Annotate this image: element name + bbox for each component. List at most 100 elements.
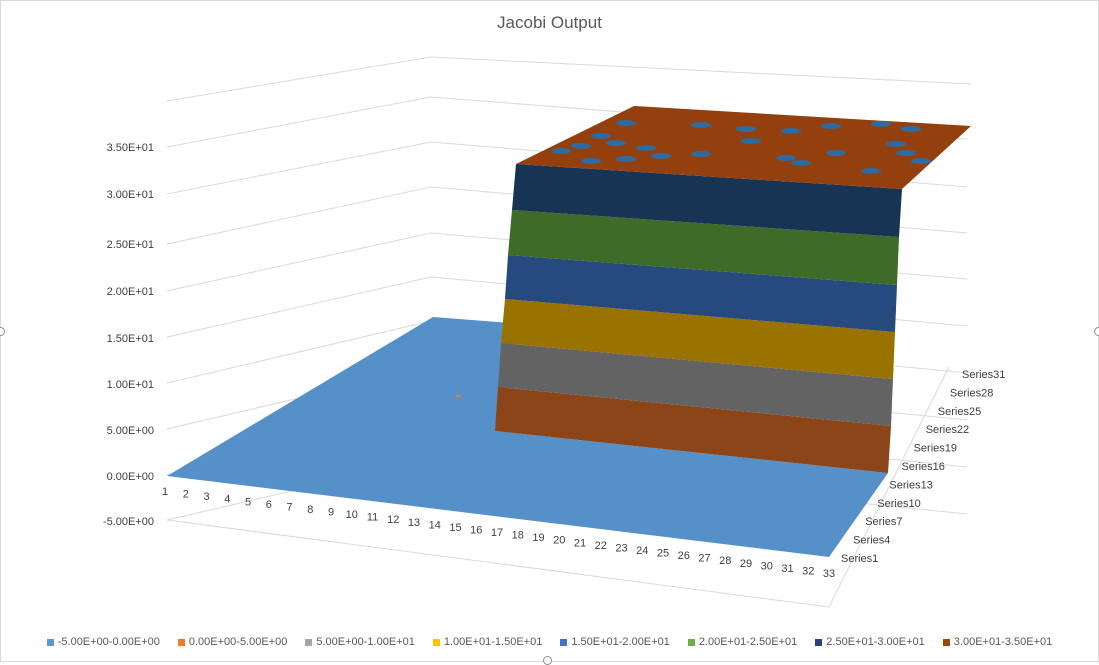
top-speck	[901, 126, 921, 132]
top-speck	[691, 122, 711, 128]
legend-item[interactable]: 2.50E+01-3.00E+01	[815, 636, 925, 648]
top-speck	[776, 155, 796, 161]
x-tick-label: 28	[719, 555, 731, 567]
x-tick-label: 12	[387, 514, 399, 526]
legend-label: 5.00E+00-1.00E+01	[316, 636, 415, 648]
z-tick-label: 2.00E+01	[107, 286, 154, 298]
top-speck	[591, 133, 611, 139]
top-speck	[691, 151, 711, 157]
legend-item[interactable]: 2.00E+01-2.50E+01	[687, 636, 798, 648]
x-tick-label: 27	[698, 553, 710, 565]
surface-top	[516, 106, 971, 189]
x-tick-label: 8	[307, 504, 313, 516]
legend-label: 0.00E+00-5.00E+00	[188, 636, 288, 648]
series-tick-label: Series28	[950, 387, 993, 399]
x-tick-label: 21	[574, 537, 586, 549]
x-tick-label: 24	[636, 545, 648, 557]
z-tick-label: 3.00E+01	[107, 189, 154, 201]
series-tick-label: Series31	[962, 369, 1005, 381]
x-tick-label: 22	[595, 540, 607, 552]
band-10-15	[501, 299, 895, 379]
x-tick-label: 11	[367, 512, 378, 524]
legend-label: 1.00E+01-1.50E+01	[443, 636, 543, 648]
band-0-5	[495, 387, 891, 473]
z-tick-label: 2.50E+01	[107, 239, 154, 251]
legend-item[interactable]: 0.00E+00-5.00E+00	[177, 636, 288, 648]
series-tick-label: Series13	[889, 479, 932, 491]
z-tick-label: 3.50E+01	[107, 142, 154, 154]
surface-plot	[167, 106, 971, 557]
band-5-10	[498, 343, 893, 426]
series-tick-label: Series1	[841, 553, 878, 565]
legend-item[interactable]: 1.00E+01-1.50E+01	[432, 636, 543, 648]
axis-frame	[166, 366, 950, 608]
top-speck	[826, 150, 846, 156]
legend-swatch	[687, 638, 695, 646]
band-20-25	[508, 210, 899, 285]
top-speck	[651, 153, 671, 159]
legend-swatch	[432, 638, 440, 646]
series-tick-label: Series25	[938, 406, 981, 418]
top-speck	[606, 140, 626, 146]
series-tick-label: Series16	[902, 461, 945, 473]
resize-handle-left[interactable]	[0, 327, 5, 336]
series-tick-label: Series10	[877, 498, 920, 510]
x-tick-label: 15	[449, 522, 461, 534]
legend-label: 3.00E+01-3.50E+01	[953, 636, 1053, 648]
x-tick-label: 25	[657, 548, 669, 560]
x-tick-label: 4	[224, 494, 230, 506]
z-axis-tick-labels: -5.00E+00 0.00E+00 5.00E+00 1.00E+01 1.50E+0…	[103, 142, 154, 528]
top-speck	[871, 121, 891, 127]
chart-title: Jacobi Output	[497, 13, 602, 32]
series-tick-label: Series7	[865, 516, 902, 528]
x-tick-label: 16	[470, 524, 482, 536]
band-25-30	[512, 164, 902, 237]
top-speck	[781, 128, 801, 134]
x-tick-label: 1	[162, 486, 168, 498]
legend-swatch	[942, 638, 950, 646]
legend-swatch	[305, 638, 313, 646]
top-speck	[551, 148, 571, 154]
legend-label: 2.50E+01-3.00E+01	[826, 636, 925, 648]
x-tick-label: 32	[802, 565, 814, 577]
x-tick-label: 17	[491, 527, 503, 539]
resize-handle-bottom[interactable]	[543, 656, 552, 665]
top-speck	[616, 156, 636, 162]
z-tick-label: 5.00E+00	[107, 425, 154, 437]
top-speck	[896, 150, 916, 156]
x-tick-label: 9	[328, 507, 334, 519]
legend: -5.00E+00-0.00E+00 0.00E+00-5.00E+00 5.00E…	[1, 636, 1098, 648]
x-tick-label: 23	[615, 542, 627, 554]
series-tick-label: Series22	[926, 424, 969, 436]
x-tick-label: 30	[761, 560, 773, 572]
top-speck	[741, 138, 761, 144]
top-speck	[581, 158, 601, 164]
band-15-20	[505, 255, 897, 332]
legend-label: 1.50E+01-2.00E+01	[571, 636, 670, 648]
x-tick-label: 14	[429, 519, 441, 531]
x-tick-label: 2	[183, 489, 189, 501]
legend-item[interactable]: 5.00E+00-1.00E+01	[305, 636, 415, 648]
top-speck	[571, 143, 591, 149]
series-axis-tick-labels: Series1 Series4 Series7 Series10 Series13 Ser…	[841, 369, 1005, 565]
x-tick-label: 29	[740, 558, 752, 570]
resize-handle-right[interactable]	[1094, 327, 1099, 336]
legend-item[interactable]: -5.00E+00-0.00E+00	[46, 636, 160, 648]
legend-label: 2.00E+01-2.50E+01	[698, 636, 798, 648]
legend-swatch	[46, 638, 54, 646]
gridline	[166, 56, 972, 102]
x-tick-label: 6	[266, 499, 272, 511]
z-tick-label: 1.00E+01	[107, 379, 154, 391]
legend-item[interactable]: 3.00E+01-3.50E+01	[942, 636, 1053, 648]
legend-item[interactable]: 1.50E+01-2.00E+01	[560, 636, 670, 648]
top-speck	[821, 123, 841, 129]
surface-floor	[167, 317, 888, 557]
x-axis-tick-labels: 1 2 3 4 5 6 7 8 9 10 11 12 13 14 15 16 17 18 19 20 21 22 23 24 2…	[162, 366, 950, 608]
x-tick-label: 7	[286, 501, 292, 513]
x-tick-label: 33	[823, 568, 835, 580]
top-speck	[911, 158, 931, 164]
x-tick-label: 26	[678, 550, 690, 562]
series-tick-label: Series4	[853, 535, 890, 547]
